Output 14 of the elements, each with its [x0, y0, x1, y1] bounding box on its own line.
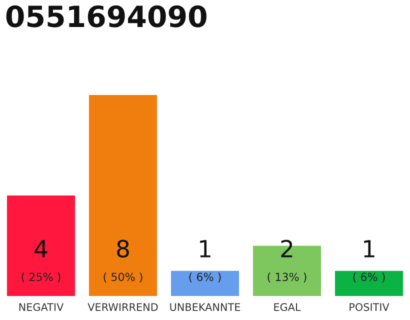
x-tick-label: UNBEKANNTE — [170, 303, 240, 312]
chart-title: 0551694090 — [6, 5, 206, 28]
bar — [334, 270, 404, 296]
bar — [88, 95, 158, 296]
data-label: 1 ( 6% ) — [353, 240, 385, 282]
bar — [170, 270, 240, 296]
x-tick-label: POSITIV — [350, 303, 390, 312]
x-tick-label: VERWIRREND — [88, 303, 158, 311]
bar — [6, 196, 76, 296]
data-label: 4 ( 25% ) — [22, 240, 60, 282]
x-tick-label: EGAL — [274, 303, 301, 312]
data-label: 1 ( 6% ) — [189, 240, 221, 282]
data-label: 8 ( 50% ) — [104, 240, 142, 282]
x-tick-label: NEGATIV — [19, 303, 64, 312]
